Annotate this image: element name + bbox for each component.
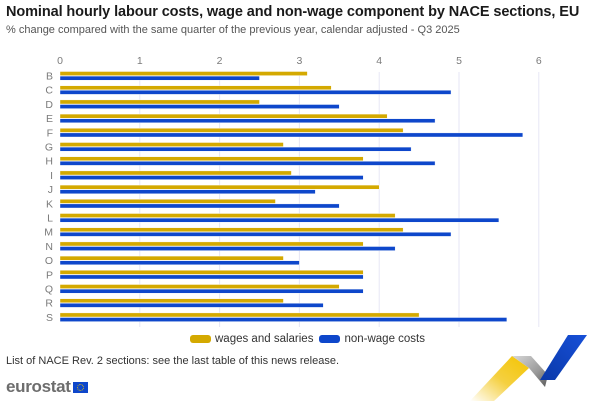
x-tick-label: 5 (456, 55, 462, 67)
bar-non-wage-H[interactable] (59, 161, 436, 166)
bar-non-wage-E[interactable] (59, 118, 436, 123)
bar-non-wage-B[interactable] (59, 75, 260, 81)
bar-non-wage-F[interactable] (59, 132, 524, 138)
category-label: M (44, 227, 53, 239)
category-label: D (45, 99, 53, 111)
x-tick-label: 6 (536, 55, 542, 67)
chart-title: Nominal hourly labour costs, wage and no… (6, 4, 580, 20)
category-label: B (46, 71, 53, 83)
category-label: P (46, 269, 53, 281)
bar-wages-B[interactable] (59, 71, 308, 76)
category-label: Q (45, 284, 53, 296)
bar-non-wage-J[interactable] (59, 189, 316, 194)
bars (59, 71, 524, 322)
bar-wages-D[interactable] (59, 99, 260, 105)
eu-flag-icon (72, 381, 88, 393)
legend-label-wages: wages and salaries (215, 333, 314, 345)
x-axis-ticks: 0 1 2 3 4 5 6 (57, 55, 542, 67)
category-label: J (48, 184, 53, 196)
eurostat-logo: eurostat (6, 377, 88, 397)
bar-wages-F[interactable] (59, 128, 404, 133)
bar-wages-M[interactable] (59, 227, 404, 232)
bar-non-wage-L[interactable] (59, 217, 500, 223)
category-label: F (47, 127, 53, 139)
bar-non-wage-I[interactable] (59, 175, 364, 180)
bar-non-wage-S[interactable] (59, 317, 508, 322)
logo-text: eurostat (6, 377, 71, 396)
bar-non-wage-Q[interactable] (59, 288, 364, 294)
bar-wages-P[interactable] (59, 270, 364, 275)
category-label: K (46, 198, 53, 210)
bar-non-wage-G[interactable] (59, 146, 412, 152)
bar-non-wage-K[interactable] (59, 203, 340, 209)
bar-wages-I[interactable] (59, 170, 292, 176)
x-tick-label: 3 (296, 55, 302, 67)
category-label: R (45, 298, 53, 310)
bar-wages-C[interactable] (59, 85, 332, 90)
bar-non-wage-O[interactable] (59, 260, 300, 266)
x-tick-label: 0 (57, 55, 63, 67)
bar-non-wage-C[interactable] (59, 90, 452, 95)
category-label: I (50, 170, 53, 182)
bar-wages-R[interactable] (59, 298, 284, 304)
bar-non-wage-M[interactable] (59, 232, 452, 237)
bar-wages-L[interactable] (59, 213, 396, 218)
bar-wages-J[interactable] (59, 184, 380, 190)
x-tick-label: 1 (137, 55, 143, 67)
category-label: C (45, 85, 53, 97)
x-tick-label: 2 (217, 55, 223, 67)
bar-wages-S[interactable] (59, 312, 420, 318)
bar-wages-G[interactable] (59, 142, 284, 147)
legend-label-non-wage: non-wage costs (344, 333, 425, 345)
bar-wages-H[interactable] (59, 156, 364, 161)
bar-wages-Q[interactable] (59, 284, 340, 289)
legend-item-wages[interactable]: wages and salaries (190, 333, 313, 345)
x-tick-label: 4 (376, 55, 382, 67)
legend-swatch-wages (190, 335, 211, 343)
bar-wages-N[interactable] (59, 241, 364, 247)
legend: wages and salaries non-wage costs (190, 333, 431, 345)
bar-non-wage-P[interactable] (59, 274, 364, 280)
category-label: L (47, 213, 53, 225)
bar-wages-O[interactable] (59, 255, 284, 261)
category-label: G (45, 142, 53, 154)
footnote: List of NACE Rev. 2 sections: see the la… (6, 355, 340, 367)
chart-subtitle: % change compared with the same quarter … (6, 24, 460, 36)
category-label: O (45, 255, 53, 267)
ribbon-decoration-icon (470, 335, 587, 401)
legend-swatch-non-wage (319, 335, 341, 343)
category-label: N (45, 241, 53, 253)
bar-wages-K[interactable] (59, 199, 276, 204)
category-label: S (46, 312, 53, 324)
category-label: E (46, 113, 53, 125)
bar-non-wage-R[interactable] (59, 303, 324, 308)
legend-item-non-wage[interactable]: non-wage costs (319, 333, 425, 345)
bar-non-wage-N[interactable] (59, 246, 396, 251)
bar-wages-E[interactable] (59, 113, 388, 119)
bar-non-wage-D[interactable] (59, 104, 340, 109)
category-label: H (45, 156, 53, 168)
